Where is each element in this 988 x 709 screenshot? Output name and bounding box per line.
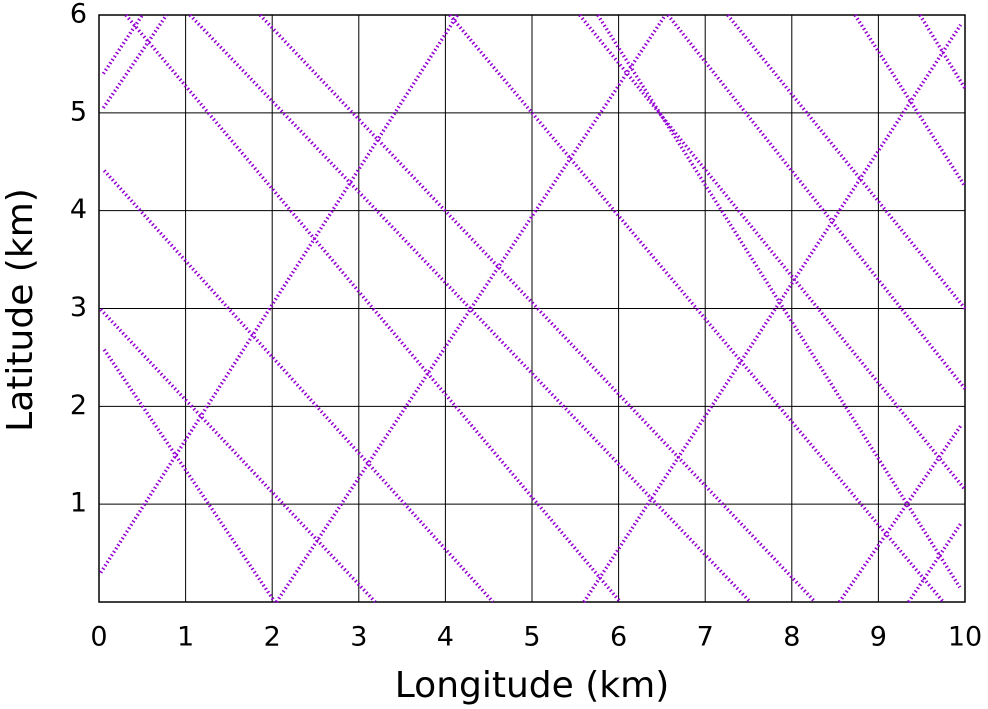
track-line xyxy=(726,13,967,310)
x-tick-label: 2 xyxy=(264,622,281,653)
x-tick-label: 4 xyxy=(437,622,454,653)
track-line xyxy=(578,13,967,491)
x-tick-label: 1 xyxy=(177,622,194,653)
y-tick-label: 2 xyxy=(70,390,87,421)
track-line xyxy=(101,14,168,109)
track-line xyxy=(258,13,817,604)
track-line xyxy=(99,14,459,574)
track-line xyxy=(188,13,752,604)
track-line xyxy=(837,424,963,603)
y-tick-label: 5 xyxy=(70,96,87,127)
x-tick-label: 7 xyxy=(697,622,714,653)
track-line xyxy=(99,308,377,604)
y-tick-label: 1 xyxy=(70,488,87,519)
x-tick-label: 5 xyxy=(523,622,540,653)
x-tick-label: 8 xyxy=(783,622,800,653)
track-line xyxy=(275,14,667,603)
y-tick-label: 6 xyxy=(70,0,87,30)
track-line xyxy=(596,14,962,589)
x-tick-label: 6 xyxy=(610,622,627,653)
y-tick-label: 3 xyxy=(70,292,87,323)
y-axis-label: Latitude (km) xyxy=(0,188,41,432)
y-tick-label: 4 xyxy=(70,194,87,225)
track-line xyxy=(102,169,495,604)
track-line xyxy=(101,14,144,75)
x-tick-label: 0 xyxy=(90,622,107,653)
x-tick-label: 9 xyxy=(870,622,887,653)
x-tick-label: 10 xyxy=(948,622,982,653)
track-line xyxy=(582,23,963,603)
x-tick-label: 3 xyxy=(350,622,367,653)
x-axis-label: Longitude (km) xyxy=(395,665,670,706)
track-line xyxy=(102,348,277,603)
track-line xyxy=(666,13,967,390)
